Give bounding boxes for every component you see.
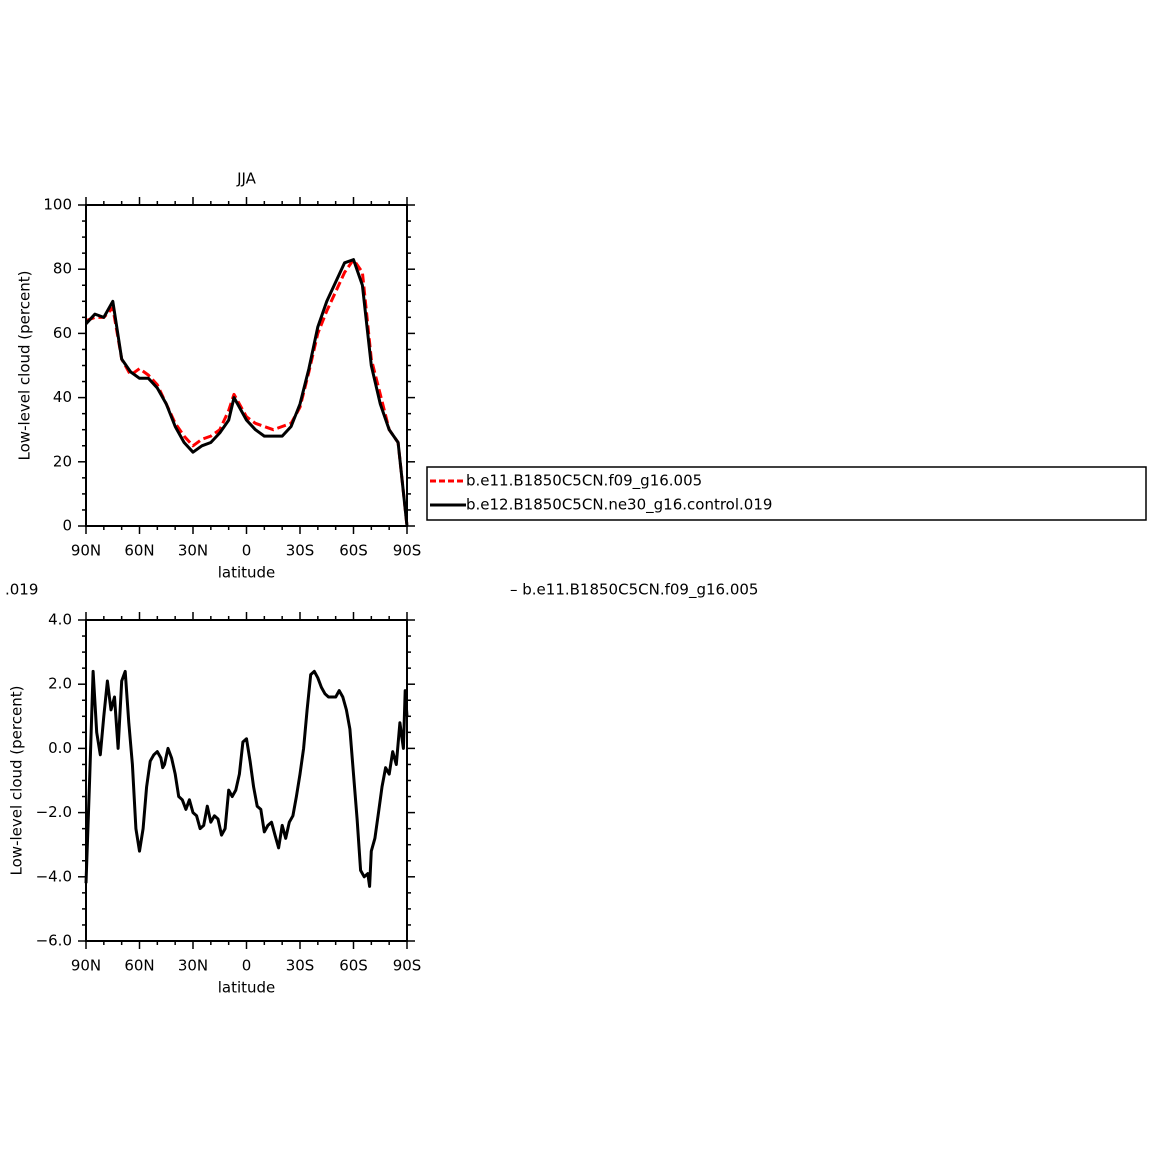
- y-tick-label: 80: [53, 260, 72, 278]
- x-tick-label: 90N: [71, 957, 101, 975]
- data-line: [84, 669, 409, 888]
- y-tick-label: −4.0: [36, 867, 72, 885]
- x-tick-label: 60N: [124, 542, 154, 560]
- y-axis-label: Low-level cloud (percent): [8, 686, 26, 876]
- x-tick-label: 30N: [178, 542, 208, 560]
- data-line: [85, 258, 409, 527]
- x-tick-label: 30N: [178, 957, 208, 975]
- data-line: [84, 258, 409, 527]
- x-tick-label: 0: [242, 542, 252, 560]
- plot-frame: [85, 619, 408, 942]
- x-axis-label: latitude: [218, 979, 276, 997]
- y-tick-label: 40: [53, 388, 72, 406]
- y-axis-label: Low-level cloud (percent): [16, 271, 34, 461]
- x-axis-label: latitude: [218, 564, 276, 582]
- legend-label: b.e12.B1850C5CN.ne30_g16.control.019: [466, 496, 772, 515]
- y-tick-label: 0: [62, 517, 72, 535]
- x-tick-label: 90S: [393, 957, 422, 975]
- y-tick-label: −6.0: [36, 932, 72, 950]
- y-tick-label: 0.0: [48, 739, 72, 757]
- x-tick-label: 30S: [286, 957, 315, 975]
- y-tick-label: 4.0: [48, 611, 72, 629]
- legend-label: b.e11.B1850C5CN.f09_g16.005: [466, 472, 702, 491]
- y-tick-label: −2.0: [36, 803, 72, 821]
- y-tick-label: 60: [53, 324, 72, 342]
- x-tick-label: 30S: [286, 542, 315, 560]
- title-fragment: .019: [5, 581, 38, 599]
- x-tick-label: 90S: [393, 542, 422, 560]
- chart-title: JJA: [236, 170, 257, 188]
- legend-box: [426, 466, 1147, 521]
- y-tick-label: 20: [53, 452, 72, 470]
- y-tick-label: 2.0: [48, 675, 72, 693]
- x-tick-label: 60N: [124, 957, 154, 975]
- x-tick-label: 60S: [339, 542, 368, 560]
- plot-frame: [85, 204, 408, 527]
- x-tick-label: 0: [242, 957, 252, 975]
- y-tick-label: 100: [43, 196, 72, 214]
- x-tick-label: 90N: [71, 542, 101, 560]
- x-tick-label: 60S: [339, 957, 368, 975]
- title-fragment: – b.e11.B1850C5CN.f09_g16.005: [510, 581, 758, 600]
